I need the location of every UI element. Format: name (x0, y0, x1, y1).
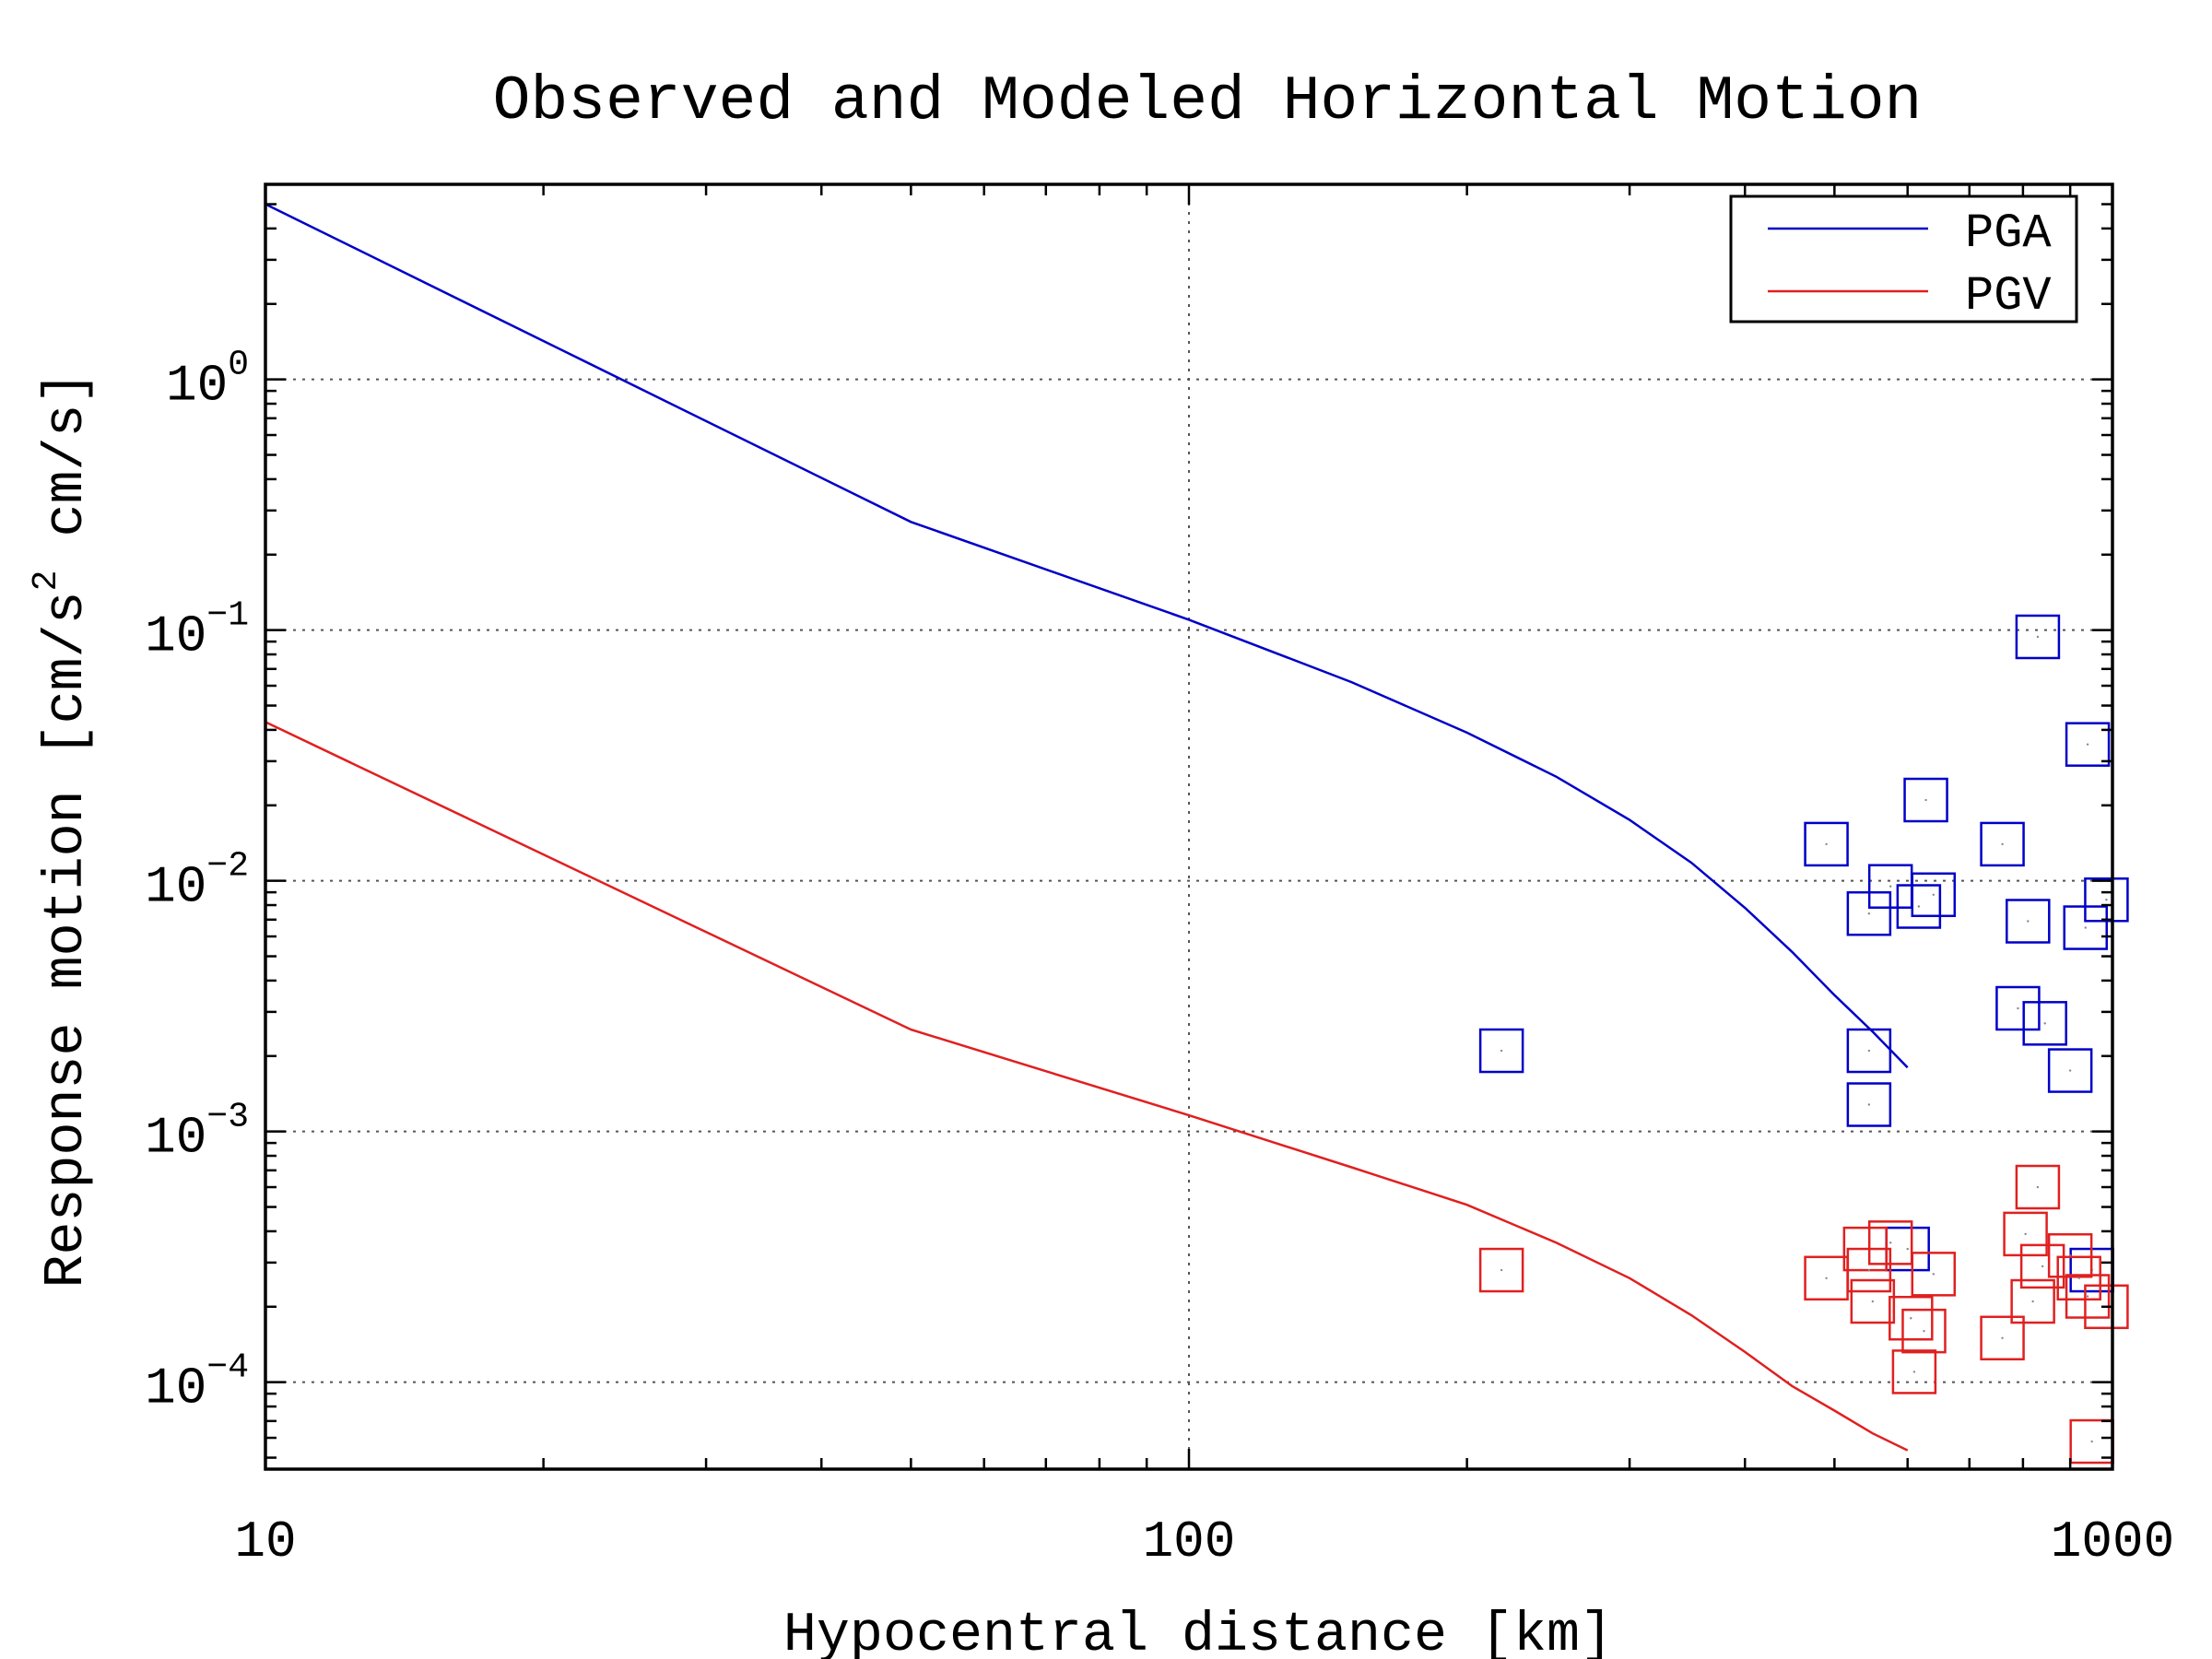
x-axis-title: Hypocentral distance [km] (783, 1605, 1613, 1659)
observed-point-center-pga (2036, 635, 2040, 639)
observed-point-center-pga (1924, 798, 1927, 802)
observed-point-center-pga (2027, 920, 2030, 923)
observed-point-pga (2065, 722, 2111, 767)
observed-point-pga (1804, 821, 1849, 867)
observed-point-center-pga (1825, 842, 1828, 846)
observed-point-pgv (2019, 1243, 2065, 1289)
observed-point-pgv (2056, 1255, 2101, 1301)
legend-label-pgv: PGV (1965, 269, 2052, 324)
observed-point-pga (1846, 1082, 1892, 1127)
observed-point-center-pgv (2001, 1336, 2004, 1339)
observed-point-pgv (2010, 1278, 2055, 1324)
observed-point-pga (1995, 985, 2041, 1031)
tick-layer: 10 100 1000 100 10−1 10−2 10−3 10−4 (145, 182, 2174, 1571)
legend-label-pga: PGA (1965, 206, 2052, 261)
observed-point-pga (1911, 872, 1957, 918)
x-tick-label: 1000 (2051, 1512, 2174, 1571)
legend: PGA PGV (1729, 194, 2078, 324)
observed-point-pga (2084, 877, 2129, 923)
observed-point-center-pga (1500, 1049, 1503, 1053)
y-axis-title-main: Response motion [cm/s (36, 591, 99, 1288)
observed-point-center-pgv (1888, 1241, 1892, 1244)
observed-point-pga (1980, 821, 2025, 867)
observed-point-center-pgv (1825, 1277, 1828, 1279)
observed-point-center-pga (1917, 905, 1921, 908)
observed-point-center-pga (1867, 1049, 1871, 1053)
observed-point-pgv (1901, 1308, 1947, 1354)
observed-point-pgv (2003, 1211, 2048, 1257)
observed-point-center-pga (2084, 926, 2087, 929)
observed-point-pgv (2015, 1164, 2061, 1210)
observed-point-center-pgv (1871, 1300, 1875, 1303)
x-tick-label: 10 (234, 1512, 296, 1571)
y-axis-title-tail: cm/s] (36, 371, 99, 571)
observed-point-pgv (1911, 1252, 1957, 1297)
observed-point-pgv (2065, 1274, 2111, 1319)
legend-box (1729, 194, 2078, 324)
observed-point-center-pgv (2024, 1232, 2027, 1236)
observed-point-pga (1478, 1028, 1524, 1074)
observed-point-center-pgv (2031, 1300, 2034, 1303)
observed-point-center-pga (1867, 912, 1871, 915)
y-axis-title: Response motion [cm/s2 cm/s] (27, 371, 99, 1288)
observed-point-pgv (2047, 1233, 2093, 1278)
chart-title: Observed and Modeled Horizontal Motion (493, 66, 1923, 137)
observed-point-pgv (2084, 1284, 2129, 1330)
y-axis-title-exponent: 2 (27, 571, 66, 592)
observed-point-center-pgv (2090, 1440, 2093, 1443)
plot-frame (264, 182, 2114, 1471)
observed-point-center-pgv (1932, 1273, 1935, 1276)
observed-point-pgv (1867, 1220, 1913, 1265)
observed-point-center-pgv (1923, 1329, 1925, 1333)
grid-layer (265, 184, 2112, 1469)
observed-point-pga (2006, 899, 2051, 944)
observed-point-center-pga (1888, 885, 1892, 888)
x-tick-label: 100 (1143, 1512, 1236, 1571)
observed-point-center-pgv (2041, 1265, 2044, 1268)
observed-point-center-pgv (2086, 1295, 2089, 1298)
model-line-pga (265, 203, 1909, 1069)
y-tick-label: 10−1 (145, 596, 249, 666)
y-tick-label: 100 (166, 346, 249, 416)
observed-point-center-pga (2068, 1069, 2072, 1072)
observed-point-pga (1846, 1028, 1892, 1074)
observed-point-pgv (1850, 1278, 1896, 1324)
observed-point-pga (2047, 1048, 2093, 1093)
observed-point-pga (2015, 614, 2061, 660)
observed-point-center-pga (2043, 1022, 2046, 1025)
observed-point-pga (1903, 777, 1948, 823)
observed-point-center-pgv (1867, 1268, 1871, 1272)
observed-point-center-pgv (2036, 1185, 2040, 1189)
observed-point-center-pga (1906, 1247, 1909, 1251)
observed-point-center-pga (1932, 893, 1935, 896)
observed-point-pgv (1888, 1295, 1934, 1341)
observed-point-pga (2022, 1001, 2067, 1046)
observed-point-center-pga (2001, 842, 2004, 846)
model-line-pgv (265, 721, 1909, 1452)
series-layer (265, 203, 2129, 1465)
observed-point-center-pgv (1912, 1371, 1916, 1373)
y-tick-label: 10−2 (145, 847, 249, 917)
observed-point-pga (1896, 884, 1942, 929)
observed-point-center-pga (1867, 1103, 1871, 1106)
observed-point-pgv (1891, 1349, 1937, 1394)
observed-point-pgv (1478, 1247, 1524, 1293)
observed-point-center-pgv (1500, 1268, 1503, 1272)
observed-point-center-pga (2105, 899, 2108, 901)
observed-point-center-pgv (1910, 1317, 1912, 1320)
observed-point-center-pga (2017, 1006, 2019, 1010)
y-tick-label: 10−3 (145, 1098, 249, 1168)
observed-point-pgv (1980, 1315, 2025, 1361)
observed-point-center-pga (2086, 743, 2089, 746)
y-tick-label: 10−4 (145, 1348, 249, 1418)
observed-point-center-pgv (2077, 1277, 2080, 1279)
